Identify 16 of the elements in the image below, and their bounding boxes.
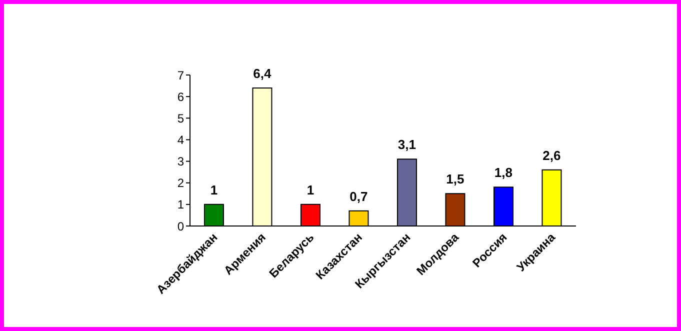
data-label: 6,4 — [253, 66, 272, 81]
data-label: 1,5 — [446, 172, 464, 187]
y-tick-label: 7 — [177, 68, 184, 82]
y-tick-label: 3 — [177, 154, 184, 169]
data-label: 1 — [306, 182, 314, 198]
data-label: 3,1 — [398, 137, 416, 152]
y-tick-label: 0 — [177, 219, 184, 234]
y-tick-label: 2 — [177, 176, 184, 190]
data-label: 0,7 — [350, 188, 368, 204]
data-label: 1 — [210, 182, 218, 198]
data-label: 2,6 — [542, 148, 561, 163]
y-tick-label: 1 — [177, 198, 184, 212]
y-tick-label: 6 — [177, 90, 184, 104]
y-tick-label: 4 — [177, 132, 184, 147]
y-tick-label: 5 — [177, 111, 184, 126]
data-label: 1,8 — [494, 165, 513, 180]
